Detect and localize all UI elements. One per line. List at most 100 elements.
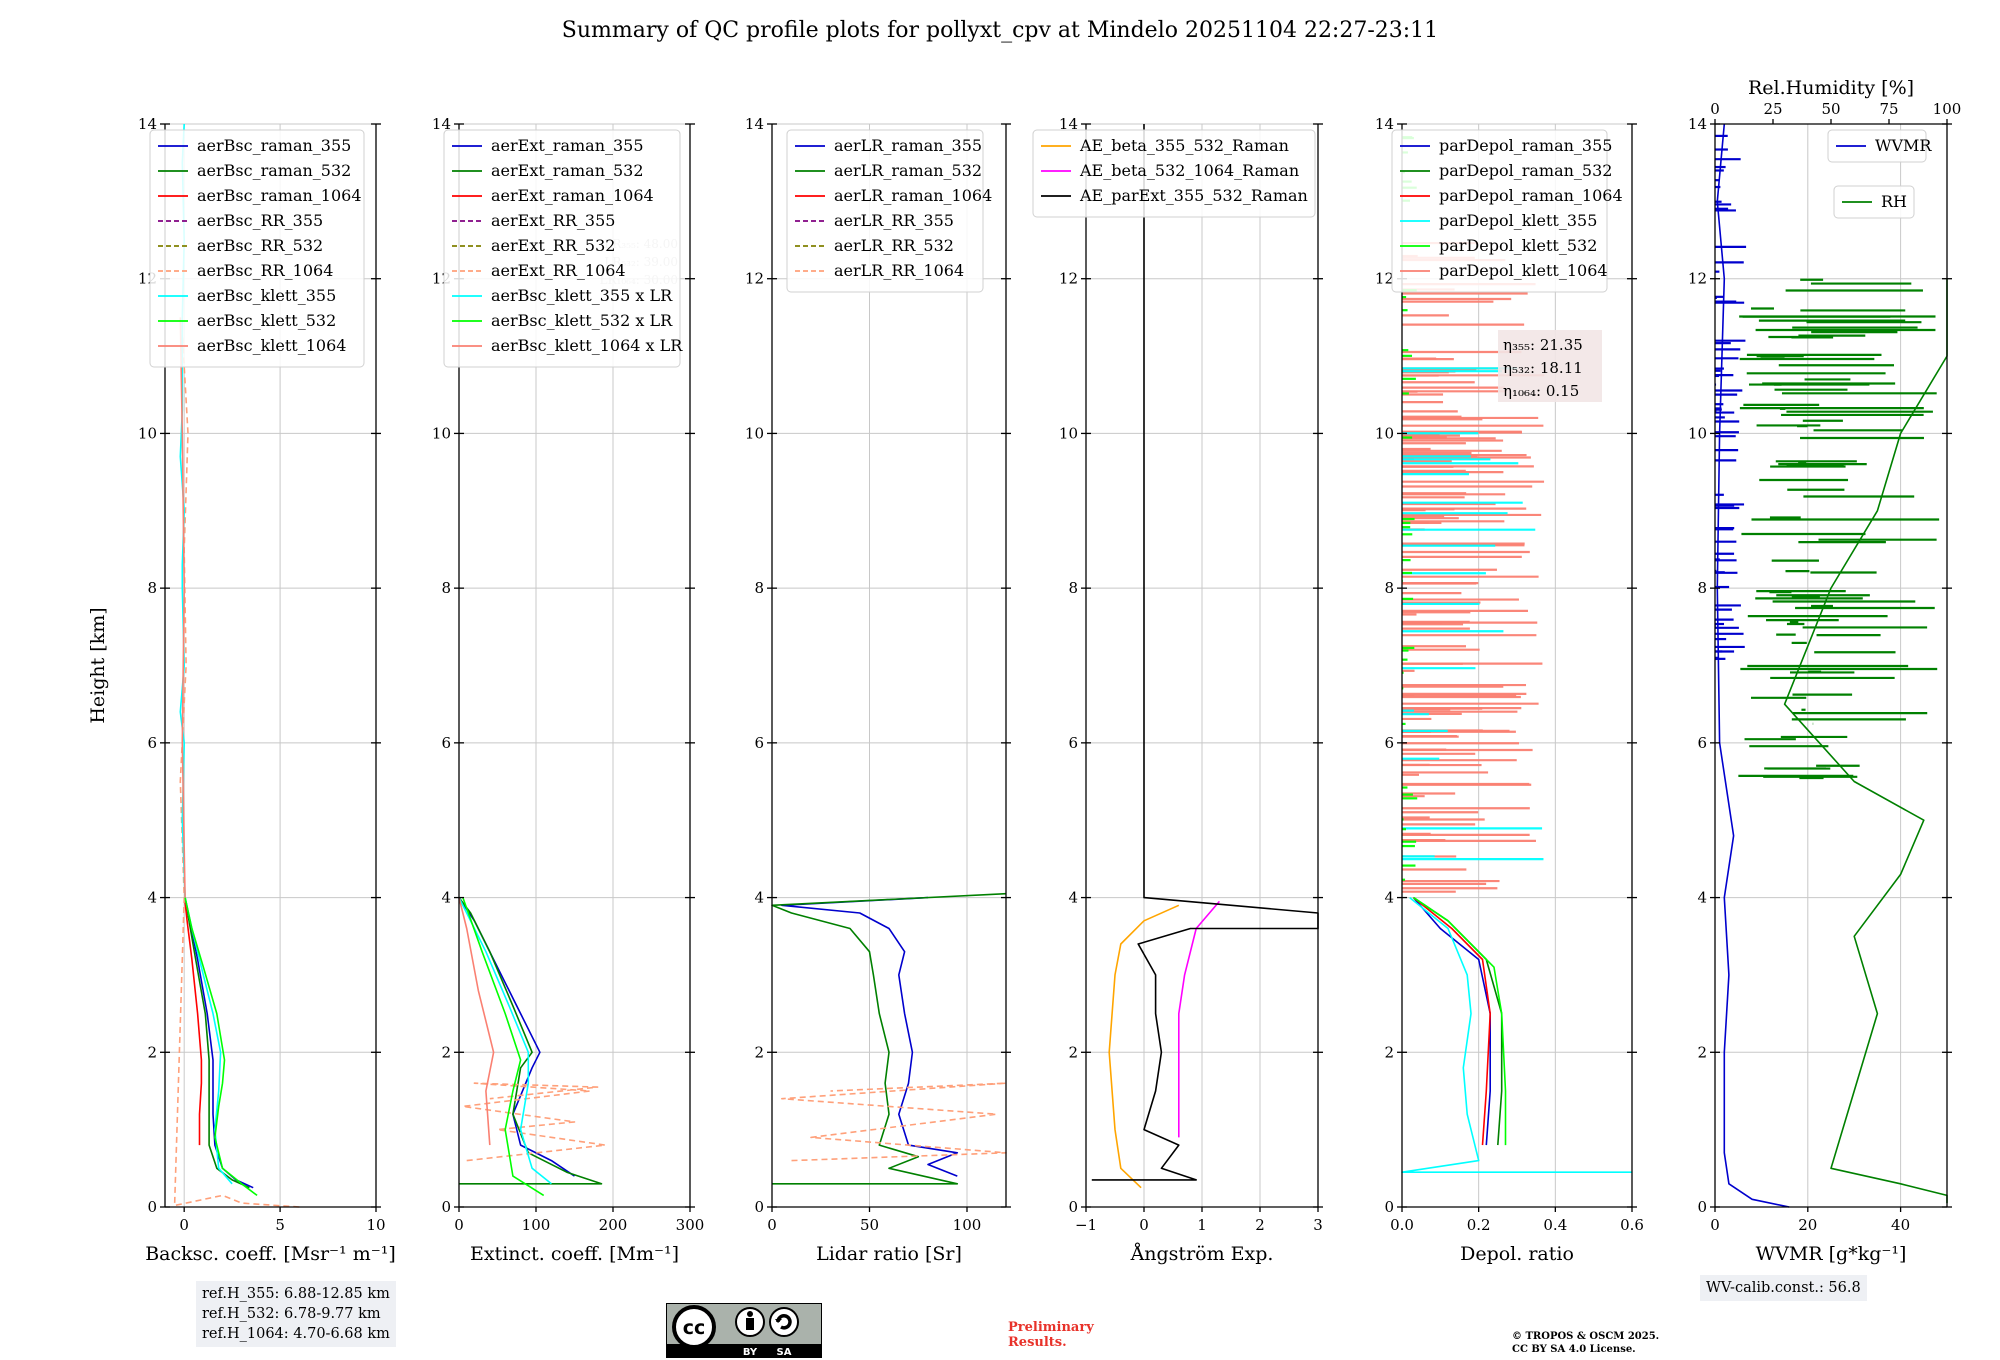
x-axis-label: Extinct. coeff. [Mm⁻¹] [470, 1243, 679, 1265]
y-tick-label: 12 [1059, 270, 1078, 288]
x-tick-label: 0 [767, 1216, 777, 1234]
y-tick-label: 14 [138, 115, 157, 133]
y-tick-label: 2 [147, 1043, 157, 1061]
ref-height-355: ref.H_355: 6.88-12.85 km [202, 1286, 390, 1302]
copyright-line-2: CC BY SA 4.0 License. [1512, 1344, 1636, 1355]
legend-entry: aerLR_RR_532 [834, 236, 954, 255]
y-tick-label: 2 [1697, 1043, 1707, 1061]
y-tick-label: 6 [754, 734, 764, 752]
x-tick-label: 100 [522, 1216, 551, 1234]
y-tick-label: 4 [1697, 889, 1707, 907]
series-AE_beta_355_532_Raman [1108, 904, 1180, 1189]
y-tick-label: 0 [1384, 1198, 1394, 1216]
panel-5: 0 2 4 6 8 10 12 14 0.0 0.2 0.4 0.6 Depol. ratio parDe… [1375, 115, 1644, 1265]
legend-entry: aerBsc_klett_355 x LR [491, 286, 673, 305]
legend-box [1833, 185, 1915, 219]
y-tick-label: 8 [441, 579, 451, 597]
legend-entry: AE_beta_532_1064_Raman [1079, 161, 1299, 180]
x-tick-label: 300 [676, 1216, 705, 1234]
preliminary-results-note: Preliminary Results. [1008, 1320, 1094, 1350]
y-tick-label: 8 [1384, 579, 1394, 597]
series-aerLR_raman_355 [781, 896, 959, 1177]
top-x-tick-label: 0 [1710, 100, 1720, 118]
cc-sa-label: SA [777, 1347, 792, 1358]
series-AE_beta_532_1064_Raman [1178, 900, 1221, 1138]
x-tick-label: 20 [1798, 1216, 1817, 1234]
y-tick-label: 0 [147, 1198, 157, 1216]
legend-box [1391, 129, 1608, 293]
series-parDepol_klett_532 [1413, 896, 1507, 1146]
x-axis-label: Lidar ratio [Sr] [816, 1243, 962, 1265]
y-tick-label: 2 [754, 1043, 764, 1061]
y-tick-label: 6 [1384, 734, 1394, 752]
series-aerBsc_RR_1064 [173, 332, 300, 1208]
x-tick-label: 100 [953, 1216, 982, 1234]
legend-entry: aerBsc_RR_355 [197, 211, 323, 230]
legend-box [443, 129, 681, 368]
x-tick-label: 0.6 [1620, 1216, 1644, 1234]
y-tick-label: 4 [441, 889, 451, 907]
legend-box [786, 129, 984, 293]
x-axis-label: Ångström Exp. [1130, 1243, 1274, 1265]
y-tick-label: 2 [1384, 1043, 1394, 1061]
y-tick-label: 8 [147, 579, 157, 597]
legend-entry: aerLR_RR_1064 [834, 261, 964, 280]
y-tick-label: 4 [754, 889, 764, 907]
y-tick-label: 14 [432, 115, 451, 133]
legend-entry: parDepol_raman_532 [1439, 161, 1612, 180]
y-tick-label: 8 [1068, 579, 1078, 597]
series-parDepol_klett_355 [1401, 896, 1632, 1173]
y-tick-label: 12 [745, 270, 764, 288]
y-axis-label: Height [km] [87, 607, 109, 723]
x-tick-label: 3 [1313, 1216, 1323, 1234]
legend-entry: aerLR_raman_1064 [834, 186, 992, 205]
y-tick-label: 2 [441, 1043, 451, 1061]
top-x-tick-label: 50 [1821, 100, 1840, 118]
figure-title: Summary of QC profile plots for pollyxt_… [561, 18, 1439, 43]
legend-entry: aerExt_raman_1064 [491, 186, 654, 205]
series-aerExt_raman_532 [458, 897, 603, 1185]
legend-entry: aerBsc_klett_1064 [197, 336, 346, 355]
ref-height-532: ref.H_532: 6.78-9.77 km [202, 1306, 381, 1322]
x-tick-label: −1 [1075, 1216, 1097, 1234]
x-tick-label: 10 [366, 1216, 385, 1234]
x-tick-label: 0 [454, 1216, 464, 1234]
legend-entry: aerBsc_RR_1064 [197, 261, 333, 280]
x-tick-label: 40 [1891, 1216, 1910, 1234]
x-tick-label: 0.0 [1390, 1216, 1414, 1234]
series-aerBsc_klett_1064 x LR [458, 897, 495, 1146]
legend-entry: WVMR [1875, 136, 1932, 155]
y-tick-label: 0 [754, 1198, 764, 1216]
y-tick-label: 6 [441, 734, 451, 752]
wv-calibration-box: WV-calib.const.: 56.8 [1700, 1275, 1867, 1301]
series-aerExt_RR_1064 [462, 1082, 607, 1162]
x-tick-label: 200 [599, 1216, 628, 1234]
reference-height-box: ref.H_355: 6.88-12.85 km ref.H_532: 6.78… [196, 1281, 396, 1347]
x-tick-label: 0 [179, 1216, 189, 1234]
series-parDepol_raman_355 [1412, 897, 1491, 1146]
legend-entry: aerBsc_raman_355 [197, 136, 351, 155]
legend-entry: AE_parExt_355_532_Raman [1079, 186, 1308, 205]
y-tick-label: 14 [1375, 115, 1394, 133]
y-tick-label: 0 [1068, 1198, 1078, 1216]
eta-box [1498, 330, 1602, 402]
x-tick-label: 0.2 [1467, 1216, 1491, 1234]
x-axis-label: Backsc. coeff. [Msr⁻¹ m⁻¹] [145, 1243, 396, 1265]
top-x-axis-label: Rel.Humidity [%] [1748, 77, 1914, 99]
x-tick-label: 0 [1710, 1216, 1720, 1234]
series-AE_parExt_355_532_Raman [1091, 124, 1319, 1181]
eta-label: η₁₀₆₄: 0.15 [1503, 382, 1579, 400]
legend-entry: aerBsc_raman_1064 [197, 186, 362, 205]
y-tick-label: 10 [432, 424, 451, 442]
y-tick-label: 14 [745, 115, 764, 133]
legend-entry: parDepol_klett_1064 [1439, 261, 1608, 280]
top-x-tick-label: 100 [1933, 100, 1962, 118]
y-tick-label: 14 [1688, 115, 1707, 133]
legend-entry: aerBsc_klett_532 [197, 311, 336, 330]
legend-entry: aerBsc_klett_1064 x LR [491, 336, 683, 355]
y-tick-label: 14 [1059, 115, 1078, 133]
